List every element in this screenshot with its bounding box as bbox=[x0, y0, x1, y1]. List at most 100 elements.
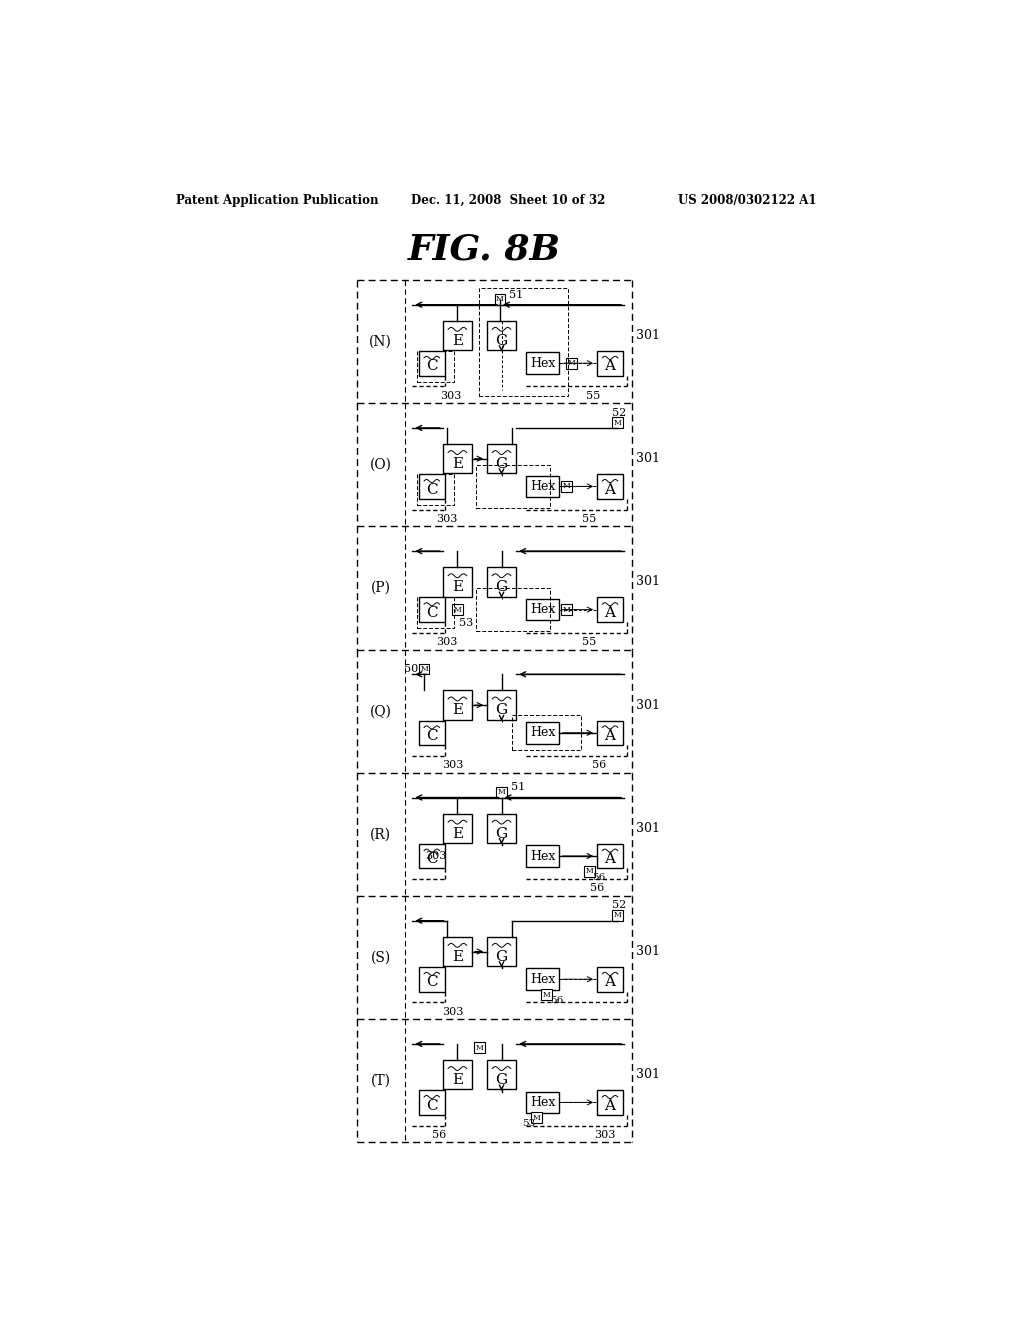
Bar bbox=[486, 568, 516, 597]
Text: A: A bbox=[604, 359, 615, 374]
Text: Patent Application Publication: Patent Application Publication bbox=[176, 194, 379, 207]
Text: (S): (S) bbox=[371, 950, 391, 965]
Text: Hex: Hex bbox=[530, 726, 555, 739]
Text: (R): (R) bbox=[370, 828, 391, 841]
Bar bbox=[486, 937, 516, 966]
Text: E: E bbox=[452, 581, 463, 594]
Text: Hex: Hex bbox=[530, 603, 555, 616]
Bar bbox=[417, 474, 455, 506]
Bar bbox=[561, 605, 572, 615]
Bar bbox=[486, 690, 516, 719]
Text: G: G bbox=[496, 334, 508, 348]
Text: M: M bbox=[475, 1044, 483, 1052]
Bar bbox=[476, 589, 550, 631]
Text: M: M bbox=[563, 606, 570, 614]
Bar bbox=[566, 358, 577, 368]
Text: C: C bbox=[426, 359, 437, 374]
Text: C: C bbox=[426, 606, 437, 619]
Bar bbox=[419, 966, 445, 991]
Bar bbox=[442, 568, 472, 597]
Text: E: E bbox=[452, 826, 463, 841]
Text: Hex: Hex bbox=[530, 480, 555, 492]
Text: 52: 52 bbox=[611, 900, 626, 911]
Text: (P): (P) bbox=[371, 581, 390, 595]
Text: C: C bbox=[426, 1098, 437, 1113]
Bar bbox=[452, 605, 463, 615]
Bar bbox=[526, 475, 559, 498]
Text: G: G bbox=[496, 704, 508, 718]
Text: 303: 303 bbox=[425, 851, 446, 861]
Text: 303: 303 bbox=[436, 638, 458, 647]
Text: 53: 53 bbox=[459, 619, 473, 628]
Text: 303: 303 bbox=[442, 1007, 464, 1016]
Text: A: A bbox=[604, 606, 615, 619]
Bar bbox=[597, 474, 624, 499]
Text: Hex: Hex bbox=[530, 356, 555, 370]
Text: M: M bbox=[496, 296, 504, 304]
Text: M: M bbox=[586, 867, 593, 875]
Text: E: E bbox=[452, 334, 463, 348]
Bar bbox=[419, 1090, 445, 1114]
Text: US 2008/0302122 A1: US 2008/0302122 A1 bbox=[678, 194, 817, 207]
Text: C: C bbox=[426, 853, 437, 866]
Text: (N): (N) bbox=[370, 335, 392, 348]
Text: A: A bbox=[604, 1098, 615, 1113]
Bar bbox=[419, 474, 445, 499]
Text: 55: 55 bbox=[582, 638, 596, 647]
Bar bbox=[442, 937, 472, 966]
Text: 56: 56 bbox=[592, 873, 605, 882]
Bar bbox=[486, 444, 516, 474]
Text: 303: 303 bbox=[436, 513, 458, 524]
Bar bbox=[531, 1113, 542, 1123]
Bar bbox=[478, 288, 568, 396]
Bar bbox=[442, 444, 472, 474]
Bar bbox=[526, 599, 559, 620]
Text: 53: 53 bbox=[521, 1119, 535, 1129]
Text: 55: 55 bbox=[582, 513, 596, 524]
Bar bbox=[486, 321, 516, 350]
Text: (T): (T) bbox=[371, 1074, 390, 1088]
Text: Hex: Hex bbox=[530, 850, 555, 862]
Bar bbox=[612, 417, 624, 428]
Text: C: C bbox=[426, 975, 437, 989]
Bar bbox=[486, 813, 516, 843]
Text: A: A bbox=[604, 483, 615, 496]
Text: Hex: Hex bbox=[530, 1096, 555, 1109]
Text: M: M bbox=[567, 359, 575, 367]
Bar bbox=[442, 813, 472, 843]
Bar bbox=[495, 294, 506, 305]
Text: E: E bbox=[452, 704, 463, 718]
Bar bbox=[526, 352, 559, 374]
Bar bbox=[419, 721, 445, 744]
Text: G: G bbox=[496, 1073, 508, 1088]
Bar bbox=[419, 664, 429, 675]
Text: 51: 51 bbox=[511, 783, 525, 792]
Text: A: A bbox=[604, 729, 615, 743]
Text: C: C bbox=[426, 729, 437, 743]
Text: 301: 301 bbox=[636, 329, 659, 342]
Bar bbox=[512, 715, 582, 750]
Bar bbox=[597, 351, 624, 376]
Bar bbox=[561, 480, 572, 492]
Bar bbox=[442, 321, 472, 350]
Text: 301: 301 bbox=[636, 698, 659, 711]
Bar bbox=[597, 597, 624, 622]
Text: G: G bbox=[496, 950, 508, 964]
Bar bbox=[597, 1090, 624, 1114]
Bar bbox=[442, 1060, 472, 1089]
Bar bbox=[474, 1043, 485, 1053]
Bar bbox=[584, 866, 595, 876]
Text: 301: 301 bbox=[636, 576, 659, 589]
Bar bbox=[526, 1092, 559, 1113]
Bar bbox=[526, 969, 559, 990]
Text: (Q): (Q) bbox=[370, 705, 391, 718]
Text: M: M bbox=[454, 606, 461, 614]
Text: G: G bbox=[496, 457, 508, 471]
Text: Dec. 11, 2008  Sheet 10 of 32: Dec. 11, 2008 Sheet 10 of 32 bbox=[411, 194, 605, 207]
Text: 303: 303 bbox=[440, 391, 462, 400]
Text: 301: 301 bbox=[636, 822, 659, 834]
Text: 301: 301 bbox=[636, 1068, 659, 1081]
Text: 56: 56 bbox=[550, 997, 563, 1006]
Text: G: G bbox=[496, 826, 508, 841]
Bar bbox=[476, 465, 550, 508]
